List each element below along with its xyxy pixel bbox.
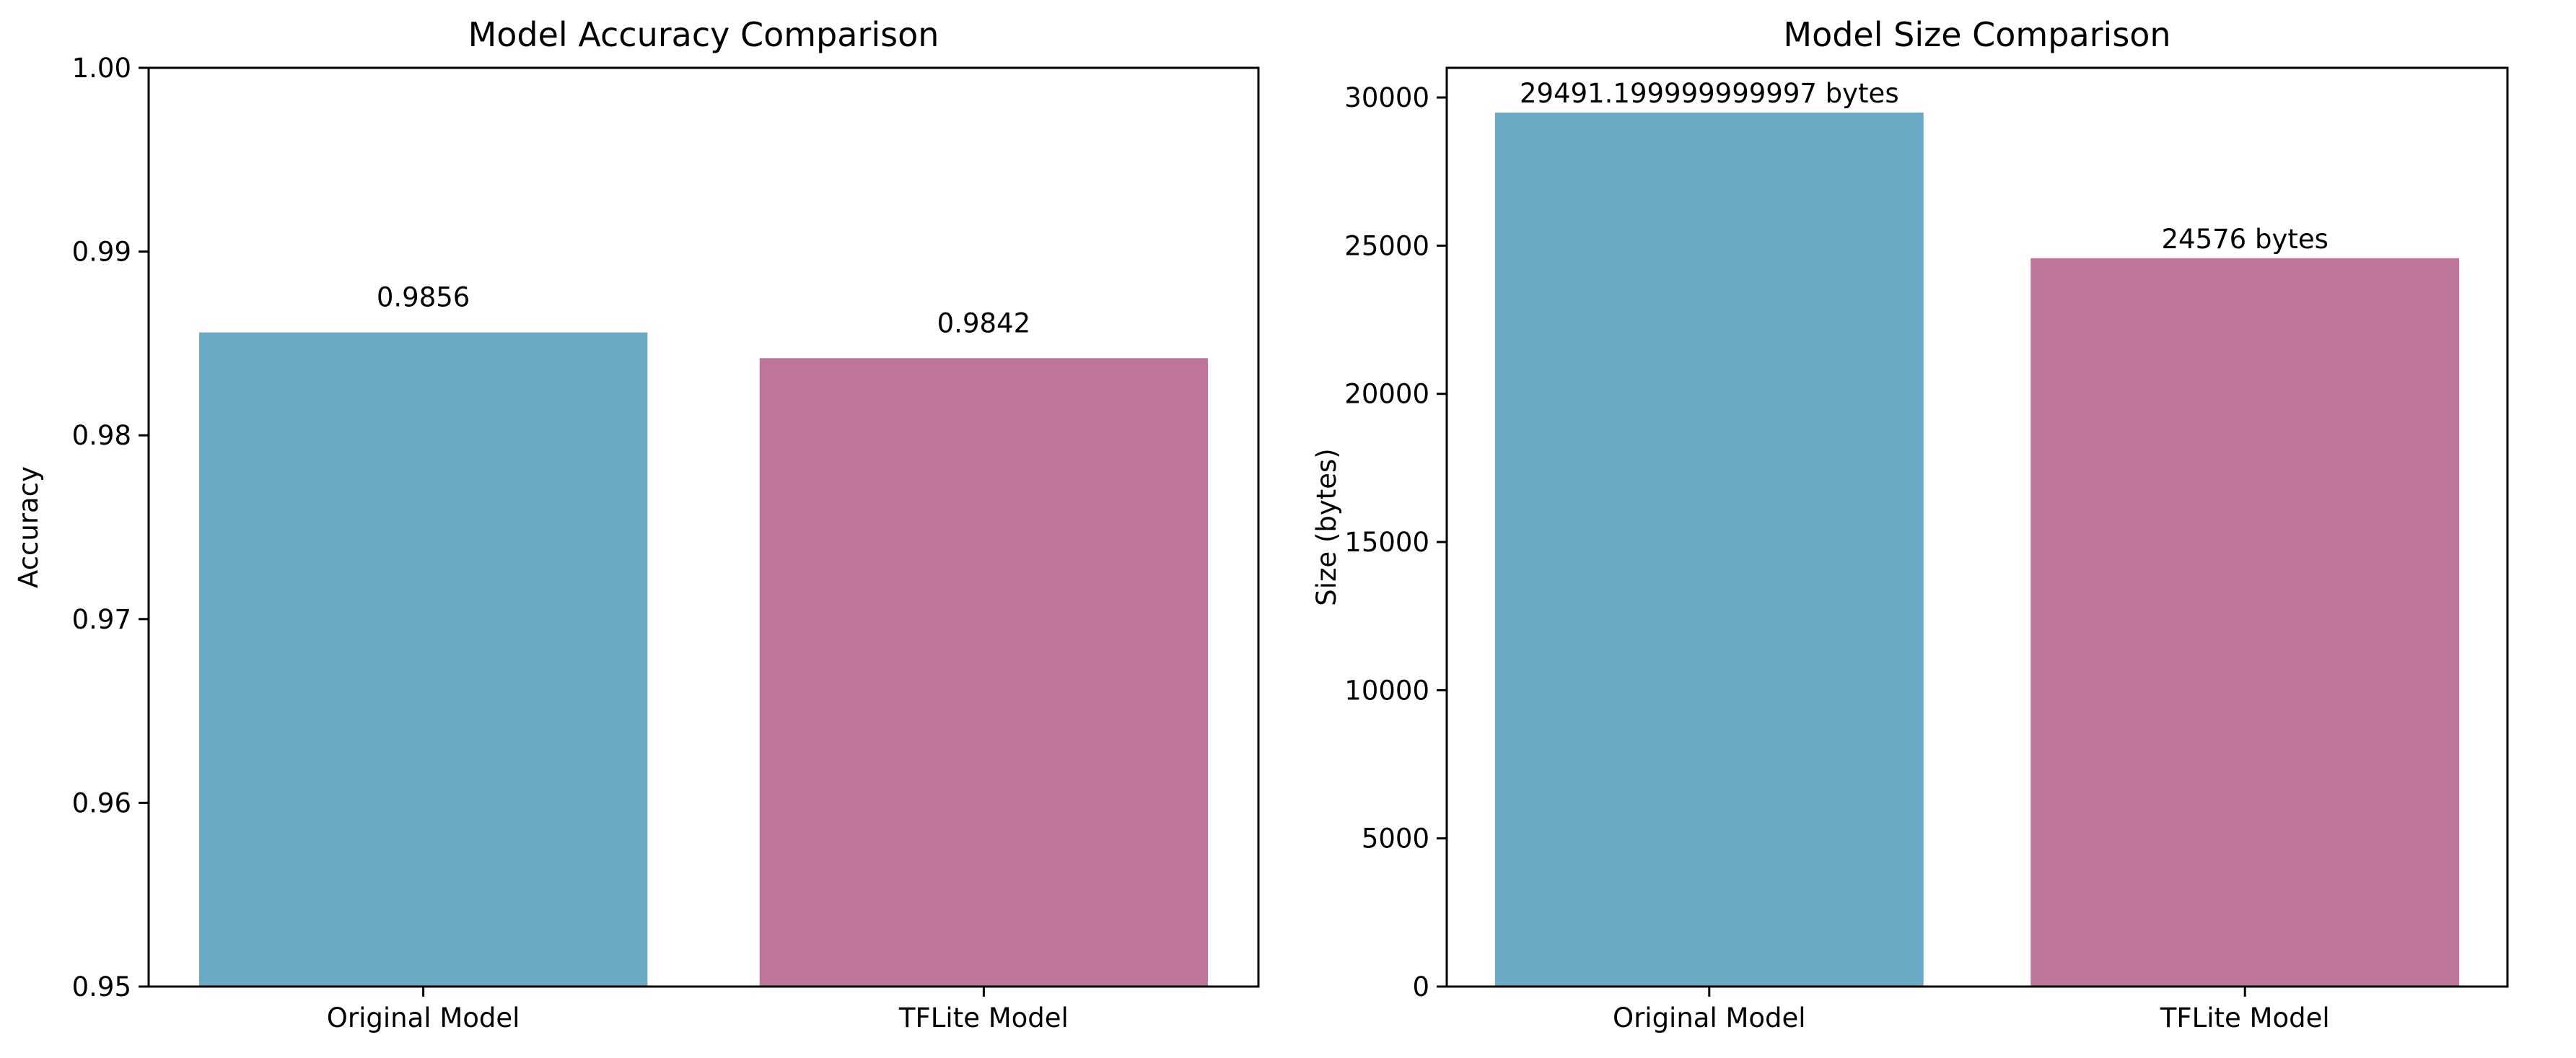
accuracy-value-label: 0.9842	[937, 307, 1030, 338]
accuracy-bar-original-model	[198, 332, 648, 987]
size-y-tick-label: 0	[1412, 971, 1429, 1002]
size-y-axis-label: Size (bytes)	[1311, 448, 1342, 606]
size-value-labels: 29491.199999999997 bytes 24576 bytes	[1520, 78, 2329, 255]
size-x-tick-label: TFLite Model	[2160, 1002, 2330, 1033]
size-value-label: 24576 bytes	[2162, 224, 2329, 255]
size-y-tick-label: 25000	[1344, 230, 1429, 261]
size-bars	[1494, 112, 2460, 987]
size-chart: Model Size Comparison Size (bytes) 29491…	[1311, 15, 2509, 1033]
size-value-label: 29491.199999999997 bytes	[1520, 78, 1899, 109]
accuracy-y-tick-label: 0.97	[72, 604, 131, 635]
accuracy-value-label: 0.9856	[377, 282, 470, 313]
size-y-tick-label: 10000	[1344, 675, 1429, 706]
accuracy-y-tick-label: 1.00	[72, 53, 131, 84]
size-bar-original-model	[1494, 112, 1924, 987]
size-bar-tflite-model	[2030, 258, 2460, 987]
accuracy-y-tick-label: 0.95	[72, 971, 131, 1002]
size-plot-frame	[1445, 66, 2509, 988]
size-y-tick-label: 5000	[1362, 823, 1429, 854]
size-y-tick-label: 20000	[1344, 379, 1429, 410]
accuracy-bars	[198, 332, 1209, 987]
size-chart-title: Model Size Comparison	[1783, 15, 2170, 54]
size-y-ticks: 0 5000 10000 15000 20000 25000 30000	[1344, 82, 1447, 1002]
accuracy-x-tick-label: Original Model	[327, 1002, 520, 1033]
accuracy-x-tick-label: TFLite Model	[898, 1002, 1069, 1033]
accuracy-bar-tflite-model	[759, 358, 1209, 987]
size-y-tick-label: 15000	[1344, 527, 1429, 558]
accuracy-y-axis-label: Accuracy	[13, 466, 44, 588]
accuracy-chart: Model Accuracy Comparison Accuracy 0.985…	[13, 15, 1260, 1033]
size-x-ticks: Original Model TFLite Model	[1613, 987, 2330, 1033]
accuracy-y-tick-label: 0.98	[72, 420, 131, 451]
size-x-tick-label: Original Model	[1613, 1002, 1806, 1033]
accuracy-x-ticks: Original Model TFLite Model	[327, 987, 1069, 1033]
accuracy-plot-frame	[147, 66, 1260, 988]
accuracy-value-labels: 0.9856 0.9842	[377, 282, 1030, 339]
accuracy-y-ticks: 0.95 0.96 0.97 0.98 0.99 1.00	[72, 53, 149, 1002]
accuracy-y-tick-label: 0.96	[72, 787, 131, 818]
accuracy-y-tick-label: 0.99	[72, 237, 131, 268]
accuracy-chart-title: Model Accuracy Comparison	[468, 15, 939, 54]
size-y-tick-label: 30000	[1344, 82, 1429, 113]
